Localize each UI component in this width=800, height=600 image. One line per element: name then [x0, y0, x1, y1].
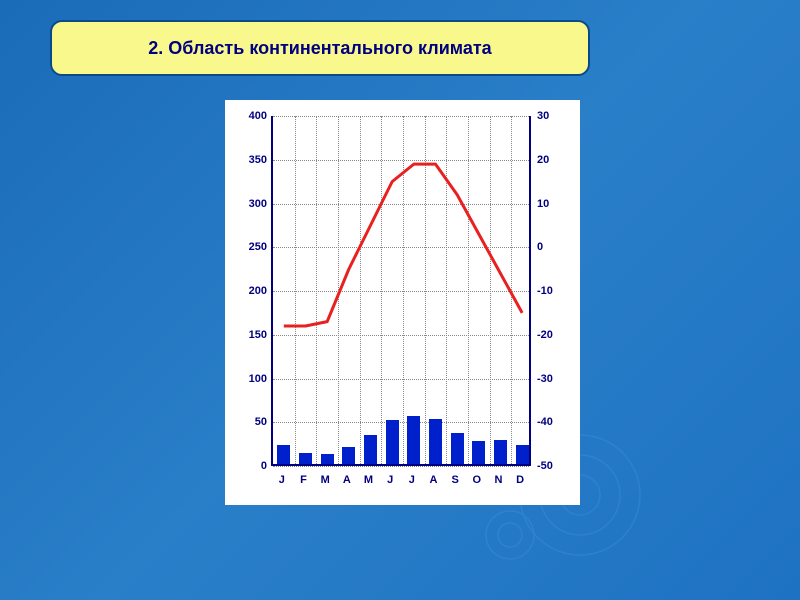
x-tick: A	[425, 474, 443, 486]
y-left-tick: 200	[239, 285, 267, 297]
y-right-tick: -10	[537, 285, 565, 297]
x-tick: M	[316, 474, 334, 486]
plot-area	[271, 116, 531, 466]
x-tick: J	[403, 474, 421, 486]
x-tick: N	[490, 474, 508, 486]
y-right-tick: -30	[537, 373, 565, 385]
page-title: 2. Область континентального климата	[148, 38, 491, 59]
y-left-tick: 350	[239, 154, 267, 166]
x-tick: S	[446, 474, 464, 486]
x-tick: F	[295, 474, 313, 486]
y-right-tick: -20	[537, 329, 565, 341]
y-right-tick: -40	[537, 416, 565, 428]
y-left-tick: 100	[239, 373, 267, 385]
y-left-tick: 50	[239, 416, 267, 428]
y-right-tick: 20	[537, 154, 565, 166]
y-right-tick: -50	[537, 460, 565, 472]
temperature-line	[273, 116, 533, 466]
y-right-tick: 10	[537, 198, 565, 210]
y-left-tick: 400	[239, 110, 267, 122]
x-tick: J	[273, 474, 291, 486]
y-left-tick: 150	[239, 329, 267, 341]
y-left-tick: 300	[239, 198, 267, 210]
x-tick: A	[338, 474, 356, 486]
x-tick: D	[511, 474, 529, 486]
climate-chart: 0501001502002503003504003020100-10-20-30…	[225, 100, 580, 505]
x-tick: M	[360, 474, 378, 486]
x-tick: O	[468, 474, 486, 486]
y-left-tick: 0	[239, 460, 267, 472]
title-box: 2. Область континентального климата	[50, 20, 590, 76]
y-left-tick: 250	[239, 241, 267, 253]
y-right-tick: 30	[537, 110, 565, 122]
x-tick: J	[381, 474, 399, 486]
y-right-tick: 0	[537, 241, 565, 253]
